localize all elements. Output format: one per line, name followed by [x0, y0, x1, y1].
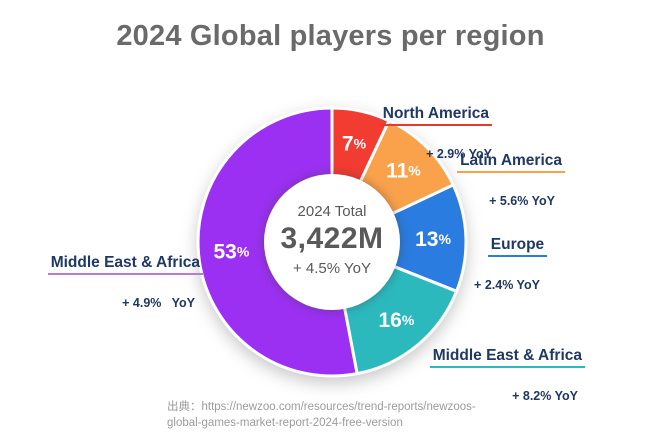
center-total-value: 3,422M: [280, 222, 384, 256]
center-year-label: 2024 Total: [297, 203, 367, 220]
callout-north-america: North America + 2.9% YoY: [362, 87, 492, 197]
donut-chart: 7% 11% 13% 16% 53%: [196, 106, 468, 378]
callout-europe-yoy: + 2.4% YoY: [474, 278, 540, 292]
donut-segments: [196, 106, 468, 378]
callout-middle-east-africa-right-yoy: + 8.2% YoY: [512, 389, 578, 403]
callout-north-america-title: North America: [379, 105, 492, 126]
callout-middle-east-africa-left-yoy: + 4.9% YoY: [122, 296, 195, 310]
center-yoy-value: + 4.5% YoY: [293, 259, 371, 277]
source-citation-line1: 出典：https://newzoo.com/resources/trend-re…: [167, 401, 476, 413]
callout-latin-america-title: Latin America: [457, 152, 565, 173]
callout-middle-east-africa-right-title: Middle East & Africa: [429, 347, 585, 368]
source-citation: 出典：https://newzoo.com/resources/trend-re…: [167, 399, 476, 431]
callout-middle-east-africa-left: Middle East & Africa + 4.9% YoY: [30, 236, 203, 346]
segment-percent-label-3: 16%: [378, 308, 414, 331]
segment-percent-label-0: 7%: [342, 132, 367, 155]
callout-latin-america-yoy: + 5.6% YoY: [489, 194, 555, 208]
callout-middle-east-africa-right: Middle East & Africa + 8.2% YoY: [412, 329, 585, 439]
source-citation-line2: global-games-market-report-2024-free-ver…: [167, 417, 403, 430]
page-title: 2024 Global players per region: [116, 20, 545, 52]
segment-percent-label-2: 13%: [415, 227, 451, 250]
donut-center-label: 2024 Total 3,422M + 4.5% YoY: [252, 203, 412, 277]
callout-europe: Europe + 2.4% YoY: [470, 218, 548, 328]
callout-latin-america: Latin America + 5.6% YoY: [439, 134, 565, 244]
segment-percent-label-1: 11%: [386, 159, 421, 182]
callout-europe-title: Europe: [487, 236, 548, 257]
segment-percent-label-4: 53%: [213, 240, 249, 263]
donut-percent-labels: 7% 11% 13% 16% 53%: [213, 132, 451, 331]
callout-middle-east-africa-left-title: Middle East & Africa: [47, 254, 203, 275]
callout-north-america-yoy: + 2.9% YoY: [426, 147, 492, 161]
donut-center-disc: [264, 174, 400, 310]
